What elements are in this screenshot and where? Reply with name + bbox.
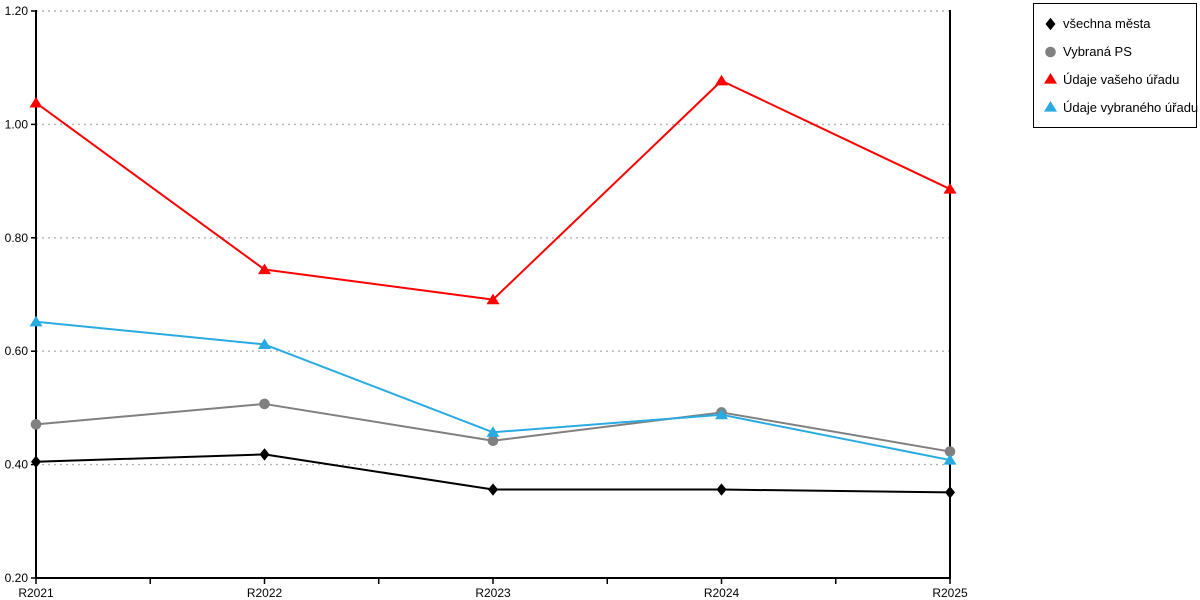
x-axis-tick-label: R2023 bbox=[475, 586, 511, 600]
legend-item-vybrana-ps: Vybraná PS bbox=[1043, 44, 1190, 59]
legend-item-udaje-vaseho-uradu: Údaje vašeho úřadu bbox=[1043, 72, 1190, 87]
legend-item-udaje-vybraneho-uradu: Údaje vybraného úřadu bbox=[1043, 100, 1198, 115]
triangle-marker-icon bbox=[943, 183, 957, 194]
series-line bbox=[35, 79, 951, 301]
circle-marker-icon bbox=[1045, 46, 1056, 57]
circle-marker-icon bbox=[487, 435, 499, 447]
circle-marker-icon bbox=[1045, 46, 1056, 57]
diamond-marker-icon bbox=[716, 483, 727, 496]
y-axis-tick-label: 0.80 bbox=[5, 231, 29, 245]
diamond-marker-icon bbox=[1045, 17, 1056, 31]
circle-marker-icon bbox=[30, 419, 42, 430]
triangle-marker-icon bbox=[258, 263, 271, 275]
x-axis-tick-label: R2021 bbox=[18, 586, 54, 600]
triangle-marker-icon bbox=[29, 96, 43, 108]
y-axis-tick-label: 0.20 bbox=[5, 571, 29, 585]
legend-label: Údaje vybraného úřadu bbox=[1063, 99, 1199, 115]
legend-label: všechna města bbox=[1063, 16, 1151, 32]
triangle-marker-icon bbox=[1044, 101, 1057, 112]
circle-marker-icon bbox=[944, 446, 956, 457]
y-axis-tick-label: 1.20 bbox=[5, 4, 29, 18]
triangle-marker-icon bbox=[29, 315, 43, 327]
x-axis-tick-label: R2024 bbox=[704, 586, 740, 600]
triangle-marker-icon bbox=[1044, 73, 1057, 84]
triangle-marker-icon bbox=[1044, 73, 1057, 84]
circle-marker-icon bbox=[259, 398, 270, 410]
triangle-marker-icon bbox=[486, 293, 500, 305]
legend-label: Vybraná PS bbox=[1063, 44, 1132, 60]
triangle-marker-icon bbox=[258, 338, 271, 349]
y-axis-tick-label: 1.00 bbox=[5, 117, 29, 131]
legend: všechna města Vybraná PS Údaje vašeho úř… bbox=[1033, 3, 1198, 128]
x-axis-tick-label: R2022 bbox=[247, 586, 283, 600]
series bbox=[31, 448, 955, 499]
triangle-marker-icon bbox=[715, 408, 728, 420]
diamond-marker-icon bbox=[259, 448, 270, 461]
diamond-marker-icon bbox=[31, 455, 41, 468]
triangle-marker-icon bbox=[486, 426, 500, 437]
y-axis-tick-label: 0.60 bbox=[5, 344, 29, 358]
series bbox=[29, 315, 957, 465]
x-axis-tick-label: R2025 bbox=[932, 586, 968, 600]
diamond-marker-icon bbox=[488, 483, 498, 496]
y-axis-tick-label: 0.40 bbox=[5, 458, 29, 472]
diamond-marker-icon bbox=[945, 486, 955, 499]
triangle-marker-icon bbox=[943, 454, 957, 465]
series bbox=[29, 74, 957, 305]
legend-label: Údaje vašeho úřadu bbox=[1063, 71, 1180, 87]
diamond-marker-icon bbox=[1045, 17, 1056, 31]
legend-item-vsechna-mesta: všechna města bbox=[1043, 16, 1190, 31]
series bbox=[30, 398, 956, 457]
triangle-marker-icon bbox=[1044, 101, 1057, 112]
triangle-marker-icon bbox=[715, 74, 728, 86]
